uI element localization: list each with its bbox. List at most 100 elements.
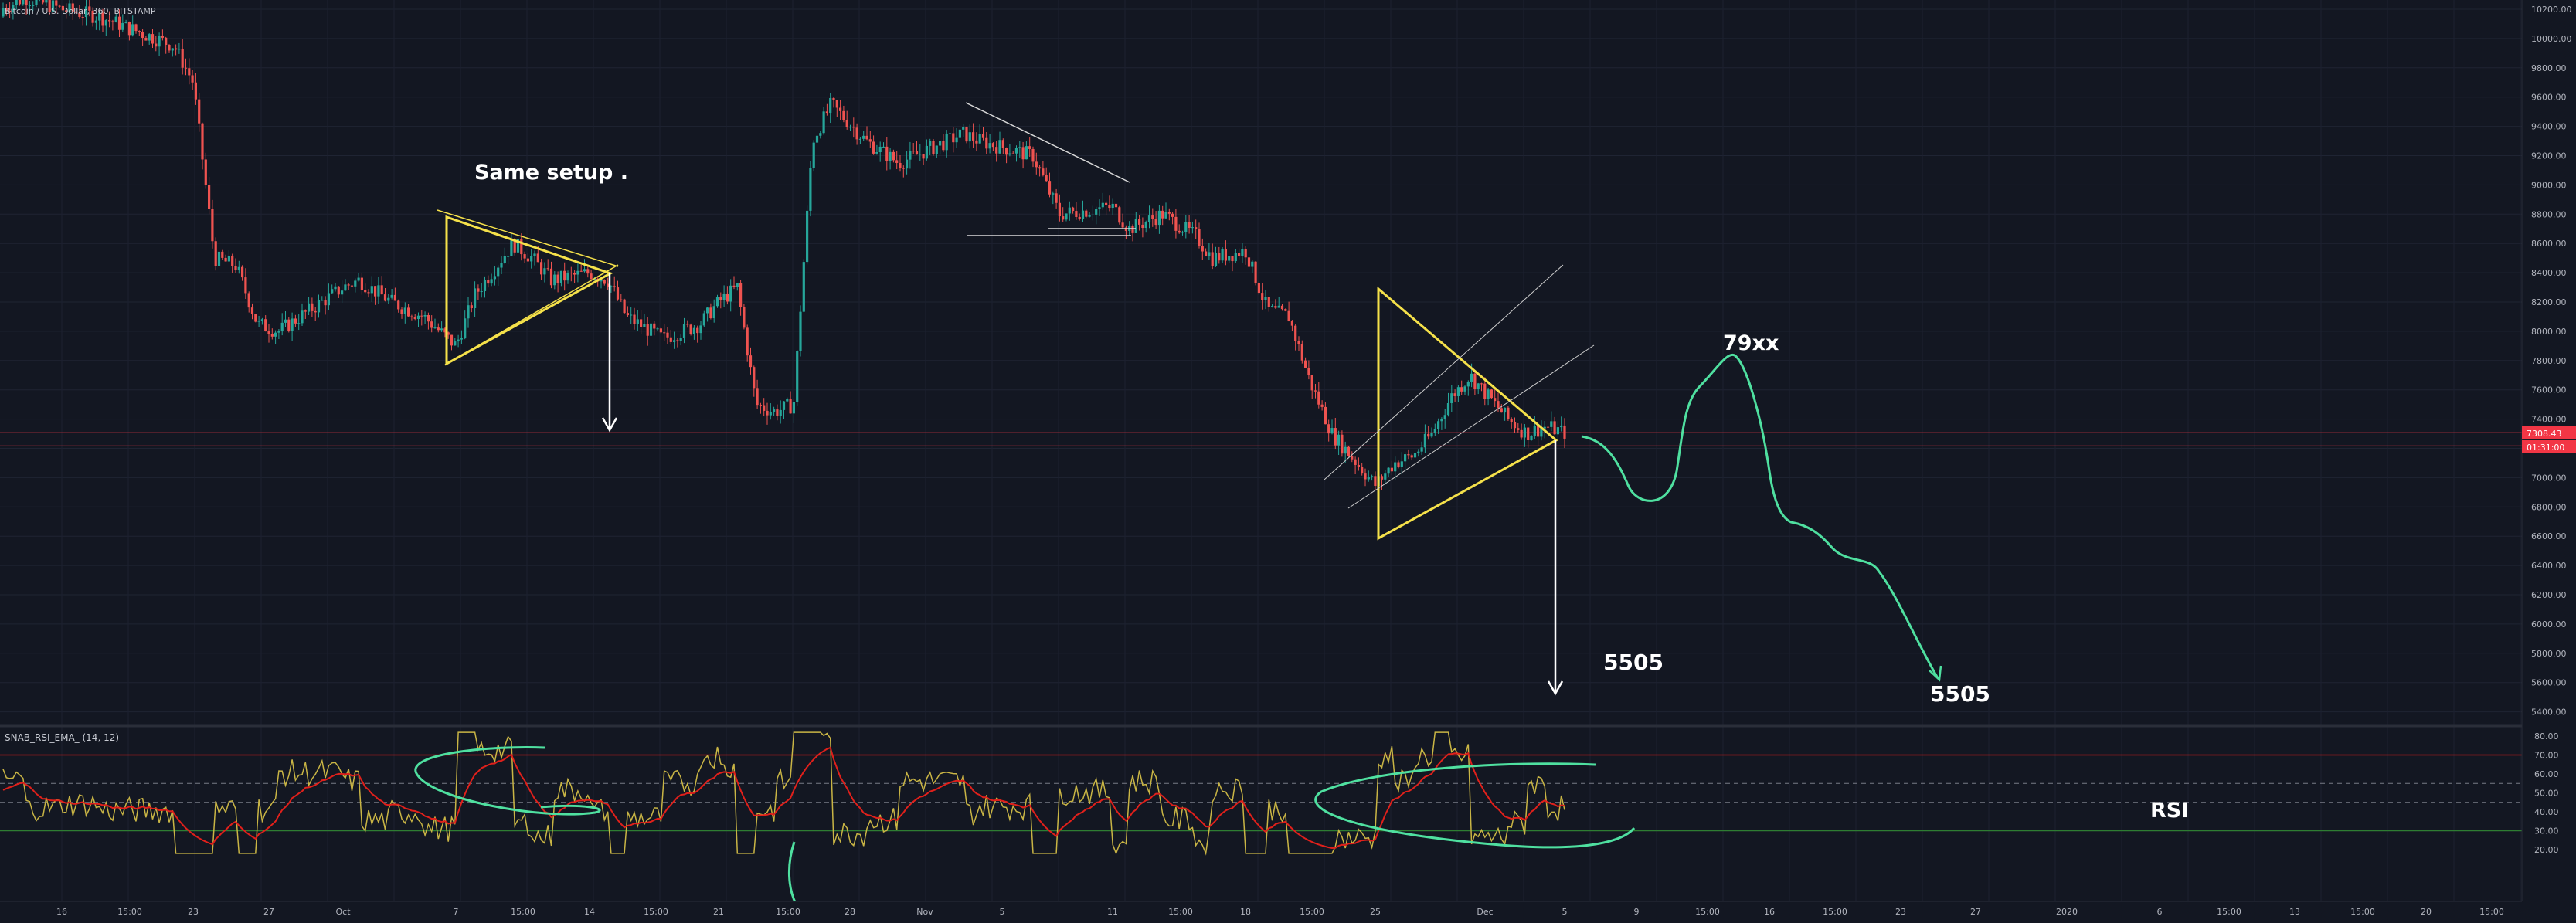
time-tick-label: 15:00 <box>117 907 142 917</box>
candle <box>1371 474 1374 481</box>
candle <box>1357 457 1360 471</box>
candle <box>121 14 124 32</box>
rsi-spike-annotation[interactable] <box>788 841 797 904</box>
time-tick-label: 23 <box>1895 907 1906 917</box>
candle <box>1105 200 1108 215</box>
candle <box>556 271 559 293</box>
candle <box>184 58 188 76</box>
channel-lower-line[interactable] <box>1347 344 1595 509</box>
symbol-title: Bitcoin / U.S. Dollar, 360, BITSTAMP <box>5 6 156 16</box>
time-tick-label: 18 <box>1240 907 1251 917</box>
candle <box>882 142 885 148</box>
candle <box>679 334 682 346</box>
candle <box>885 137 889 171</box>
candle <box>294 314 297 327</box>
time-tick-label: 20 <box>2421 907 2432 917</box>
price-tick-label: 9000.00 <box>2531 180 2567 190</box>
candle <box>1504 407 1507 421</box>
candle <box>573 270 576 283</box>
candle <box>457 334 460 348</box>
candle <box>194 73 197 105</box>
breakdown-arrow-head-2[interactable] <box>1547 680 1564 696</box>
rsi-circle-annotation-2[interactable] <box>1314 762 1636 849</box>
candle <box>221 249 224 260</box>
candle <box>1420 441 1423 456</box>
candle <box>663 324 666 341</box>
candle <box>327 283 330 310</box>
time-tick-label: 15:00 <box>2217 907 2241 917</box>
candle <box>161 29 164 41</box>
candle <box>454 338 457 346</box>
projection-arrow-head[interactable] <box>1929 665 1942 682</box>
candle <box>94 16 97 30</box>
candle <box>1257 281 1260 295</box>
candle <box>304 309 307 319</box>
candle <box>709 303 712 320</box>
time-tick-label: 15:00 <box>1823 907 1847 917</box>
triangle-pattern-december[interactable] <box>1377 286 1558 541</box>
rsi-indicator-title[interactable]: SNAB_RSI_EMA_ (14, 12) <box>5 732 119 743</box>
candle <box>732 276 736 290</box>
candle <box>42 0 45 5</box>
candle <box>28 1 31 15</box>
rsi-tick-label: 30.00 <box>2534 826 2559 836</box>
candle <box>1284 308 1287 312</box>
rsi-circle-annotation-1[interactable] <box>414 746 601 816</box>
candle <box>1025 141 1028 160</box>
candle <box>1523 423 1526 447</box>
candle <box>1144 220 1147 233</box>
countdown-value: 01:31:00 <box>2527 443 2564 453</box>
candle <box>317 294 321 318</box>
candle <box>607 277 610 290</box>
candle <box>1244 246 1247 265</box>
triangle-extension-upper[interactable] <box>437 209 619 267</box>
candle <box>308 297 311 315</box>
candle <box>1437 418 1440 434</box>
candle <box>447 331 450 339</box>
candle <box>1341 430 1344 457</box>
time-tick-label: 15:00 <box>644 907 668 917</box>
candle <box>493 266 496 286</box>
channel-upper-line[interactable] <box>1324 264 1564 480</box>
candle <box>1387 467 1390 477</box>
candle <box>915 141 919 155</box>
price-axis-background[interactable] <box>2522 0 2576 920</box>
candle <box>559 270 562 287</box>
candle <box>84 0 88 26</box>
candle <box>204 152 207 189</box>
candle <box>1114 199 1118 213</box>
candle <box>111 19 114 31</box>
candle <box>878 141 882 162</box>
candle <box>500 256 503 274</box>
candle <box>909 141 912 169</box>
projection-path[interactable] <box>1581 353 1939 679</box>
candle <box>1048 172 1052 198</box>
candle <box>533 250 536 266</box>
candle <box>563 262 566 291</box>
candle <box>759 402 762 414</box>
time-tick-label: 15:00 <box>1168 907 1193 917</box>
candle <box>868 131 872 148</box>
triangle-extension-lower[interactable] <box>444 264 619 365</box>
candle <box>855 123 858 145</box>
triangle-pattern-october[interactable] <box>445 215 613 366</box>
candle <box>1195 219 1198 239</box>
candle <box>1553 416 1556 436</box>
price-tick-label: 5800.00 <box>2531 649 2567 659</box>
candle <box>1141 217 1144 238</box>
candle <box>383 287 387 302</box>
breakdown-arrow-head-1[interactable] <box>601 417 618 433</box>
candle <box>839 100 842 121</box>
time-axis-background[interactable] <box>0 901 2576 920</box>
price-tick-label: 7000.00 <box>2531 473 2567 483</box>
candle <box>1313 384 1317 399</box>
descending-trendline[interactable] <box>965 102 1130 183</box>
candle <box>274 330 277 344</box>
time-tick-label: 21 <box>713 907 724 917</box>
candle <box>1068 201 1071 221</box>
candle <box>549 261 553 289</box>
candle <box>134 23 138 34</box>
candle <box>81 8 84 26</box>
rsi-ema-line <box>2 746 1565 850</box>
